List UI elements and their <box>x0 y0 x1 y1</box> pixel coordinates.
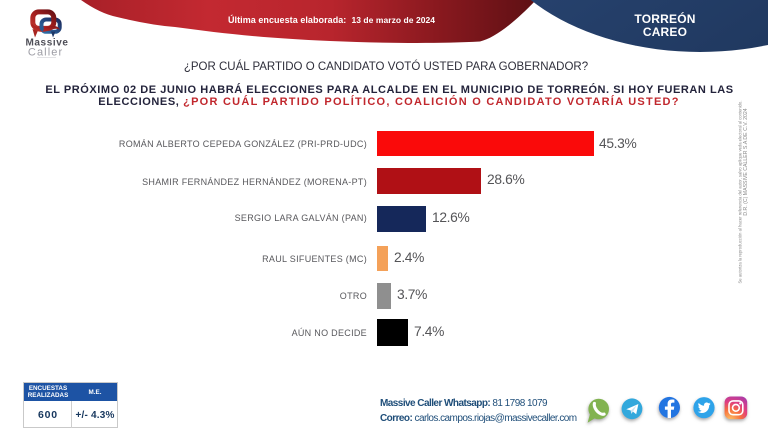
svg-text:Massive: Massive <box>25 38 68 49</box>
svg-text:Caller: Caller <box>28 47 63 59</box>
